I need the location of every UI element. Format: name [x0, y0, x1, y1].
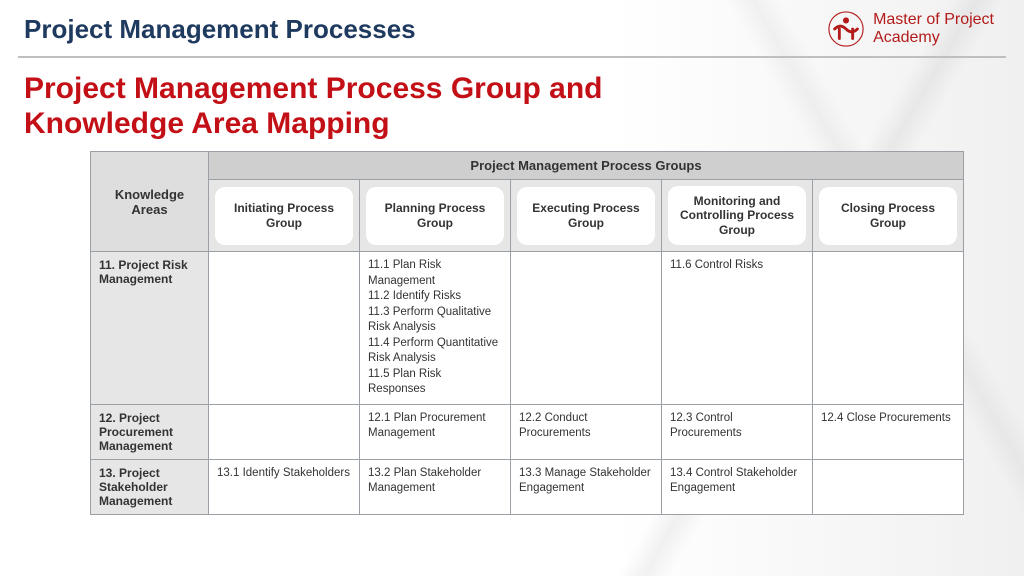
th-initiating-label: Initiating Process Group — [215, 187, 353, 245]
row-label-stakeholder: 13. Project Stakeholder Management — [91, 459, 209, 514]
brand: Master of Project Academy — [827, 10, 994, 48]
th-closing-label: Closing Process Group — [819, 187, 957, 245]
th-initiating: Initiating Process Group — [209, 180, 360, 252]
row-label-risk: 11. Project Risk Management — [91, 252, 209, 405]
brand-text: Master of Project Academy — [873, 11, 994, 48]
cell: 13.1 Identify Stakeholders — [209, 459, 360, 514]
cell: 12.2 Conduct Procurements — [511, 404, 662, 459]
cell — [813, 459, 964, 514]
cell: 13.4 Control Stakeholder Engagement — [662, 459, 813, 514]
th-executing-label: Executing Process Group — [517, 187, 655, 245]
cell — [511, 252, 662, 405]
th-monitoring: Monitoring and Controlling Process Group — [662, 180, 813, 252]
th-planning-label: Planning Process Group — [366, 187, 504, 245]
th-process-groups: Project Management Process Groups — [209, 152, 964, 180]
table-row: 13. Project Stakeholder Management 13.1 … — [91, 459, 964, 514]
cell: 12.4 Close Procurements — [813, 404, 964, 459]
table-row: 12. Project Procurement Management 12.1 … — [91, 404, 964, 459]
cell — [209, 252, 360, 405]
row-label-procurement: 12. Project Procurement Management — [91, 404, 209, 459]
mapping-table: Knowledge Areas Project Management Proce… — [90, 151, 964, 515]
header: Project Management Processes Master of P… — [0, 0, 1024, 54]
main-title: Project Management Process Group and Kno… — [0, 68, 760, 151]
cell: 13.2 Plan Stakeholder Management — [360, 459, 511, 514]
brand-logo-icon — [827, 10, 865, 48]
cell: 13.3 Manage Stakeholder Engagement — [511, 459, 662, 514]
mapping-table-wrap: Knowledge Areas Project Management Proce… — [0, 151, 1024, 515]
th-planning: Planning Process Group — [360, 180, 511, 252]
divider — [18, 56, 1006, 58]
cell — [209, 404, 360, 459]
cell: 12.1 Plan Procurement Management — [360, 404, 511, 459]
th-closing: Closing Process Group — [813, 180, 964, 252]
brand-line1: Master of Project — [873, 11, 994, 29]
table-row: 11. Project Risk Management 11.1 Plan Ri… — [91, 252, 964, 405]
cell: 12.3 Control Procurements — [662, 404, 813, 459]
cell: 11.6 Control Risks — [662, 252, 813, 405]
brand-line2: Academy — [873, 29, 994, 47]
th-monitoring-label: Monitoring and Controlling Process Group — [668, 186, 806, 245]
th-knowledge-areas: Knowledge Areas — [91, 152, 209, 252]
th-executing: Executing Process Group — [511, 180, 662, 252]
page-title: Project Management Processes — [24, 14, 416, 45]
cell: 11.1 Plan Risk Management11.2 Identify R… — [360, 252, 511, 405]
cell — [813, 252, 964, 405]
